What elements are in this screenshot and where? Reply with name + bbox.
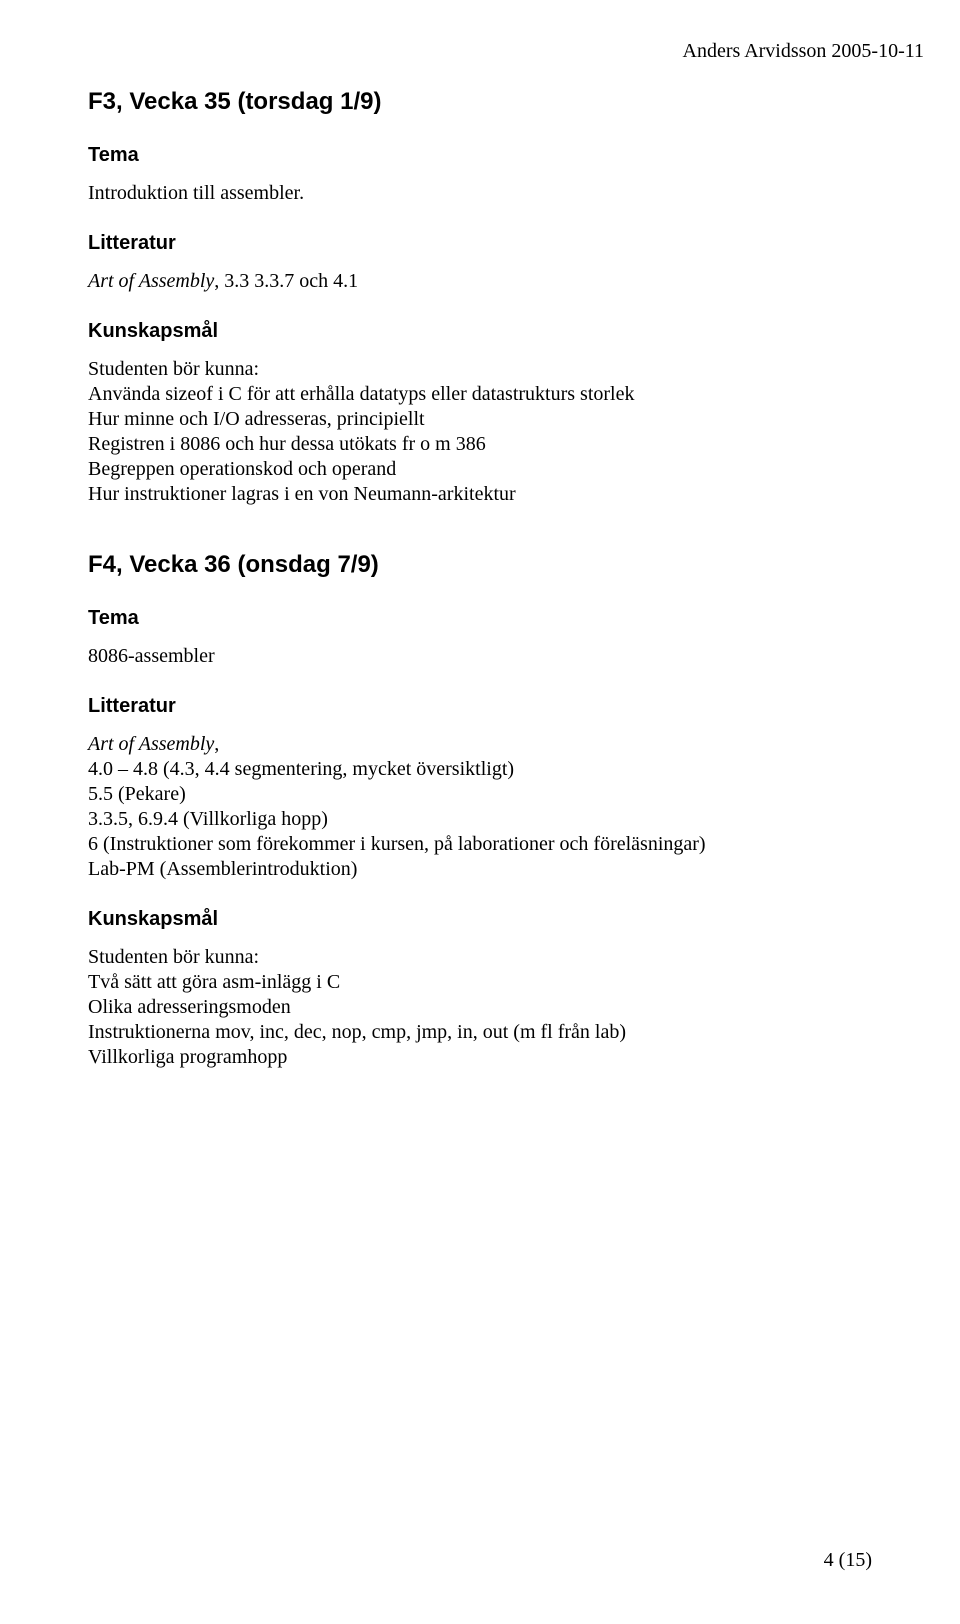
list-item: Hur minne och I/O adresseras, principiel…: [88, 407, 872, 432]
list-intro: Studenten bör kunna:: [88, 357, 872, 382]
list-item: Registren i 8086 och hur dessa utökats f…: [88, 432, 872, 457]
section-2-litteratur-label: Litteratur: [88, 695, 872, 718]
list-item: Olika adresseringsmoden: [88, 995, 872, 1020]
book-title: Art of Assembly: [88, 270, 214, 292]
section-2-litteratur-list: Art of Assembly, 4.0 – 4.8 (4.3, 4.4 seg…: [88, 732, 872, 882]
list-item: 6 (Instruktioner som förekommer i kursen…: [88, 832, 872, 857]
list-item: 5.5 (Pekare): [88, 782, 872, 807]
section-2-kunskapsmal-label: Kunskapsmål: [88, 908, 872, 931]
section-1-tema-label: Tema: [88, 144, 872, 167]
book-sections: , 3.3 3.3.7 och 4.1: [214, 270, 358, 292]
section-2-tema-text: 8086-assembler: [88, 644, 872, 669]
section-1-litteratur-label: Litteratur: [88, 232, 872, 255]
book-title-line: Art of Assembly,: [88, 732, 872, 757]
book-title: Art of Assembly: [88, 733, 214, 755]
section-2-kunskap-list: Studenten bör kunna: Två sätt att göra a…: [88, 945, 872, 1070]
list-item: Använda sizeof i C för att erhålla datat…: [88, 382, 872, 407]
list-item: Två sätt att göra asm-inlägg i C: [88, 970, 872, 995]
page-number: 4 (15): [824, 1549, 872, 1572]
section-1-title: F3, Vecka 35 (torsdag 1/9): [88, 88, 872, 116]
section-1-litteratur-line: Art of Assembly, 3.3 3.3.7 och 4.1: [88, 269, 872, 294]
section-2-tema-label: Tema: [88, 607, 872, 630]
section-1-kunskap-list: Studenten bör kunna: Använda sizeof i C …: [88, 357, 872, 507]
section-1-tema-text: Introduktion till assembler.: [88, 181, 872, 206]
list-item: 4.0 – 4.8 (4.3, 4.4 segmentering, mycket…: [88, 757, 872, 782]
list-intro: Studenten bör kunna:: [88, 945, 872, 970]
list-item: Villkorliga programhopp: [88, 1045, 872, 1070]
list-item: Hur instruktioner lagras i en von Neuman…: [88, 482, 872, 507]
book-title-comma: ,: [214, 733, 219, 755]
document-body: F3, Vecka 35 (torsdag 1/9) Tema Introduk…: [88, 88, 872, 1070]
list-item: 3.3.5, 6.9.4 (Villkorliga hopp): [88, 807, 872, 832]
section-2-title: F4, Vecka 36 (onsdag 7/9): [88, 551, 872, 579]
list-item: Begreppen operationskod och operand: [88, 457, 872, 482]
header-author-date: Anders Arvidsson 2005-10-11: [683, 40, 924, 63]
list-item: Instruktionerna mov, inc, dec, nop, cmp,…: [88, 1020, 872, 1045]
list-item: Lab-PM (Assemblerintroduktion): [88, 857, 872, 882]
section-1-kunskapsmal-label: Kunskapsmål: [88, 320, 872, 343]
